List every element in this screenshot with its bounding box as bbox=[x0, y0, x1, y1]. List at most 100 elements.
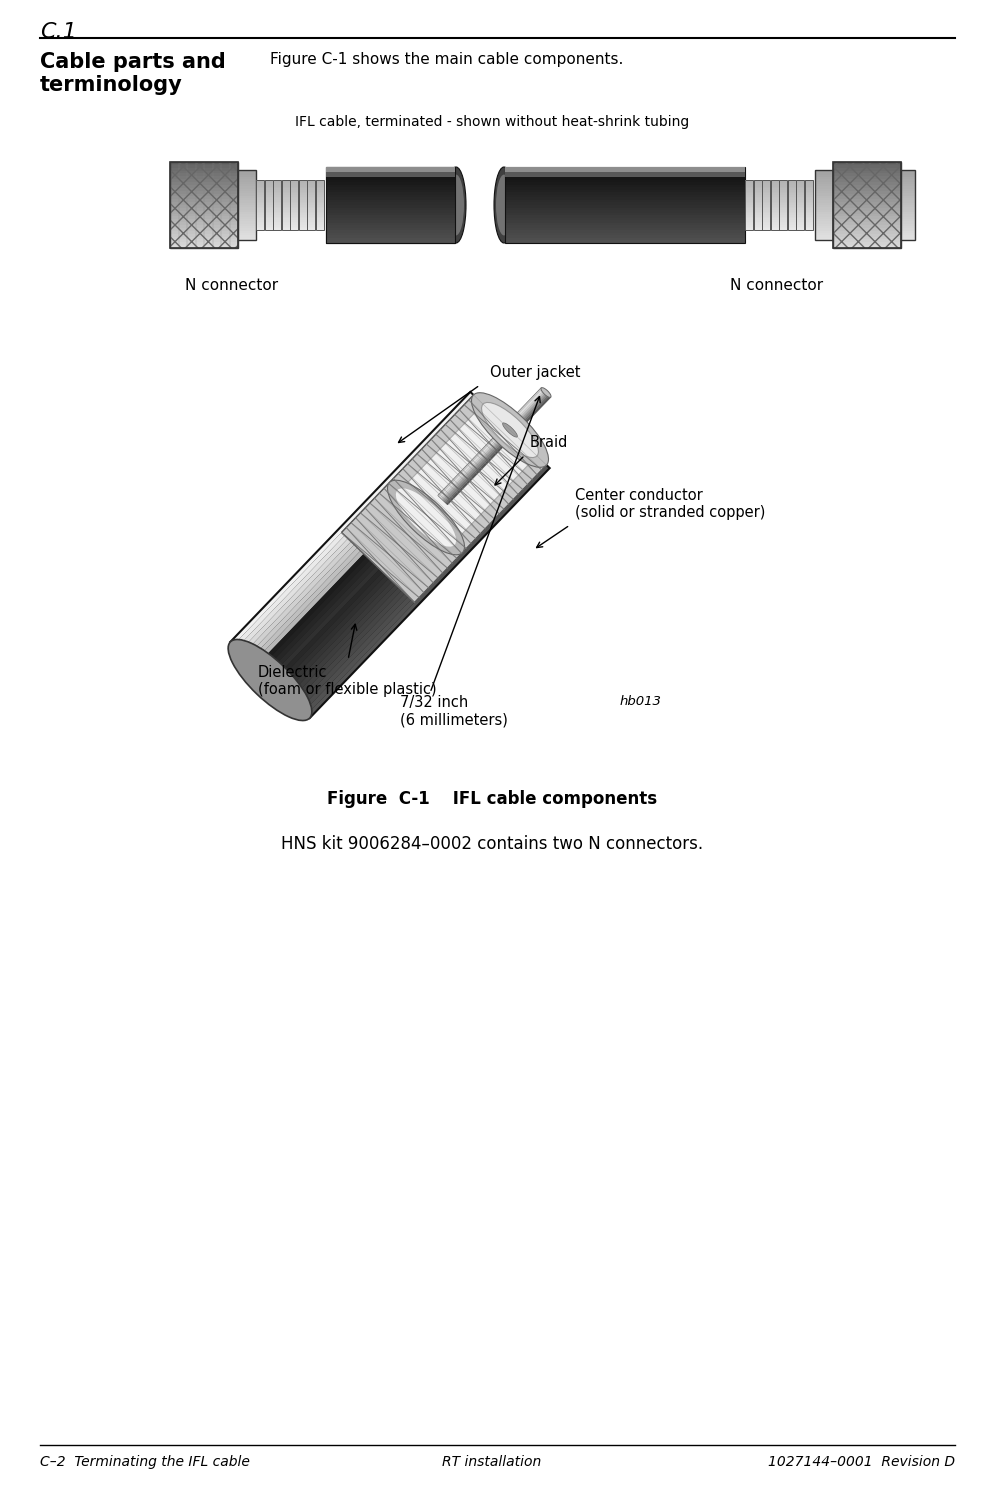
Bar bbox=[265, 215, 273, 217]
Bar bbox=[787, 214, 796, 215]
Bar bbox=[170, 165, 238, 168]
Bar bbox=[754, 193, 761, 195]
Bar bbox=[805, 187, 813, 189]
Bar bbox=[290, 218, 298, 220]
Bar bbox=[298, 220, 306, 221]
Bar bbox=[298, 189, 306, 190]
Bar bbox=[833, 162, 901, 248]
Bar bbox=[787, 199, 796, 200]
Bar bbox=[833, 174, 901, 177]
Bar bbox=[256, 227, 264, 229]
Bar bbox=[187, 162, 195, 248]
Bar bbox=[762, 227, 770, 229]
Bar bbox=[796, 189, 804, 190]
Bar bbox=[762, 220, 770, 221]
Bar bbox=[745, 226, 753, 227]
Bar bbox=[326, 215, 455, 218]
Bar bbox=[315, 220, 323, 221]
Bar bbox=[170, 236, 238, 239]
Bar bbox=[326, 226, 455, 227]
Bar bbox=[307, 227, 315, 229]
Bar bbox=[796, 209, 804, 212]
Bar bbox=[326, 172, 455, 175]
Bar bbox=[901, 192, 915, 193]
Bar bbox=[256, 220, 264, 221]
Polygon shape bbox=[443, 392, 548, 500]
Bar bbox=[754, 189, 761, 190]
Bar bbox=[307, 180, 315, 181]
Bar bbox=[326, 166, 455, 177]
Bar bbox=[745, 212, 753, 214]
Bar bbox=[326, 227, 455, 230]
Bar bbox=[256, 196, 264, 199]
Bar bbox=[326, 226, 455, 227]
Bar bbox=[833, 190, 901, 193]
Bar bbox=[779, 229, 787, 230]
Bar bbox=[256, 193, 264, 195]
Ellipse shape bbox=[448, 175, 464, 236]
Bar bbox=[762, 190, 770, 192]
Bar bbox=[290, 199, 298, 200]
Polygon shape bbox=[256, 416, 498, 670]
Bar bbox=[754, 208, 761, 209]
Bar bbox=[754, 229, 761, 230]
Bar bbox=[256, 214, 264, 215]
Bar bbox=[815, 221, 833, 224]
Text: C.1: C.1 bbox=[40, 22, 77, 42]
Bar bbox=[265, 192, 273, 193]
Bar bbox=[745, 206, 753, 208]
Polygon shape bbox=[438, 388, 543, 496]
Bar bbox=[779, 180, 787, 230]
Bar bbox=[779, 208, 787, 209]
Bar bbox=[505, 226, 745, 227]
Bar bbox=[170, 162, 238, 248]
Bar bbox=[762, 202, 770, 203]
Bar bbox=[805, 206, 813, 208]
Bar bbox=[505, 200, 745, 202]
Bar bbox=[770, 220, 778, 221]
Polygon shape bbox=[294, 453, 537, 705]
Bar bbox=[238, 200, 256, 202]
Bar bbox=[505, 169, 745, 172]
Bar bbox=[298, 221, 306, 223]
Bar bbox=[298, 223, 306, 226]
Bar bbox=[273, 193, 281, 195]
Bar bbox=[290, 208, 298, 209]
Bar bbox=[238, 214, 256, 217]
Text: Outer jacket: Outer jacket bbox=[490, 365, 580, 380]
Bar bbox=[282, 215, 290, 217]
Bar bbox=[307, 215, 315, 217]
Bar bbox=[265, 221, 273, 223]
Bar bbox=[265, 229, 273, 230]
Bar bbox=[815, 233, 833, 235]
Polygon shape bbox=[399, 404, 537, 544]
Bar bbox=[779, 192, 787, 193]
Bar bbox=[238, 209, 256, 212]
Bar bbox=[170, 162, 238, 248]
Bar bbox=[273, 187, 281, 189]
Bar bbox=[787, 200, 796, 202]
Polygon shape bbox=[272, 432, 515, 685]
Bar bbox=[326, 236, 455, 238]
Bar bbox=[805, 229, 813, 230]
Bar bbox=[833, 205, 901, 208]
Bar bbox=[273, 192, 281, 193]
Bar bbox=[833, 220, 901, 223]
Bar bbox=[282, 208, 290, 209]
Bar bbox=[815, 238, 833, 241]
Bar bbox=[256, 212, 264, 214]
Bar bbox=[326, 175, 455, 177]
Bar bbox=[815, 214, 833, 217]
Bar bbox=[326, 205, 455, 208]
Bar bbox=[170, 199, 238, 202]
Bar bbox=[770, 214, 778, 215]
Bar bbox=[307, 196, 315, 199]
Bar bbox=[290, 212, 298, 214]
Bar bbox=[901, 177, 915, 180]
Ellipse shape bbox=[494, 166, 514, 244]
Bar bbox=[298, 180, 306, 181]
Bar bbox=[307, 226, 315, 227]
Bar bbox=[754, 180, 761, 181]
Bar bbox=[315, 203, 323, 205]
Bar bbox=[238, 238, 256, 241]
